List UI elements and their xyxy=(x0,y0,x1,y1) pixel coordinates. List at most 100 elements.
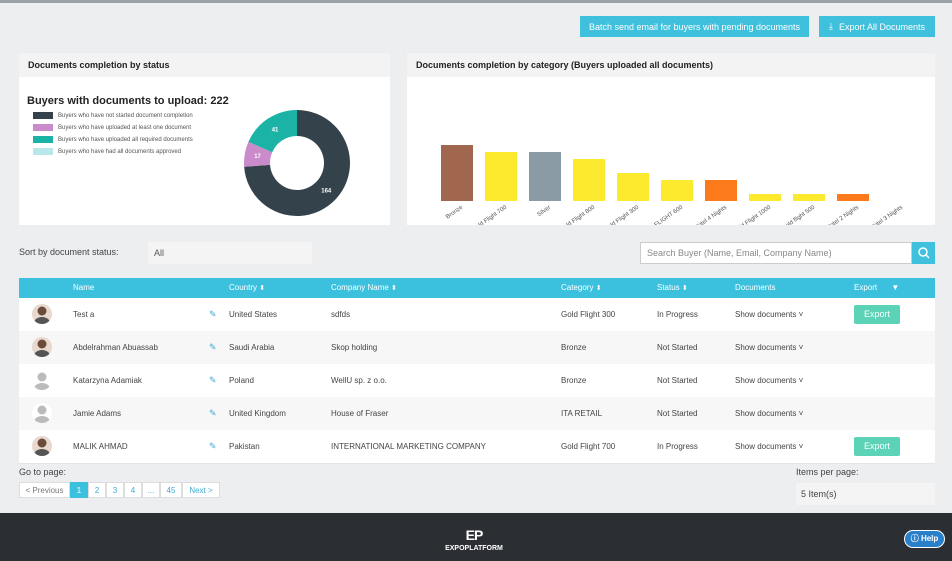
legend-swatch xyxy=(33,124,53,131)
cell-status: Not Started xyxy=(657,376,698,385)
th: Export ▼ xyxy=(854,283,900,292)
cell-category: ITA RETAIL xyxy=(561,409,603,418)
th[interactable]: Category ⬍ xyxy=(561,283,602,292)
th: Name xyxy=(73,283,95,292)
cell-country: Saudi Arabia xyxy=(229,343,275,352)
cell-name: Katarzyna Adamiak xyxy=(73,376,142,385)
documents-toggle[interactable]: Show documents ˅ xyxy=(735,376,804,385)
bar xyxy=(793,194,825,201)
category-panel: Documents completion by category (Buyers… xyxy=(407,53,935,225)
export-all-button[interactable]: ⤓ Export All Documents xyxy=(819,16,935,37)
table-row: MALIK AHMAD Pakistan INTERNATIONAL MARKETI… xyxy=(19,430,935,464)
edit-icon[interactable]: ✎ xyxy=(209,408,217,418)
page-link[interactable]: 1 xyxy=(70,482,88,498)
page-link[interactable]: 3 xyxy=(106,482,124,498)
th[interactable]: Status ⬍ xyxy=(657,283,688,292)
bar xyxy=(837,194,869,201)
documents-toggle[interactable]: Show documents ˅ xyxy=(735,409,804,418)
table-row: Test a United States sdfds Gold Flight 300 I… xyxy=(19,298,935,332)
table-row: Abdelrahman Abuassab Saudi Arabia Skop hol… xyxy=(19,331,935,365)
documents-toggle[interactable]: Show documents ˅ xyxy=(735,442,804,451)
prev-link[interactable]: < Previous xyxy=(19,482,70,498)
legend-swatch xyxy=(33,136,53,143)
th-text: Country xyxy=(229,283,258,292)
documents-toggle[interactable]: Show documents ˅ xyxy=(735,310,804,319)
help-text: Help xyxy=(920,534,939,543)
cell-country: Poland xyxy=(229,376,254,385)
th[interactable]: Country ⬍ xyxy=(229,283,266,292)
legend-item: Buyers who have uploaded all required do… xyxy=(33,136,193,144)
footer: EP EXPOPLATFORM ⓘ Help xyxy=(0,513,952,561)
page-link[interactable]: 2 xyxy=(88,482,106,498)
avatar xyxy=(32,370,52,390)
cell-status: Not Started xyxy=(657,343,698,352)
donut-slice xyxy=(244,110,350,216)
bar-label: GOLD FLIGHT 600 xyxy=(638,204,684,225)
bar xyxy=(661,180,693,201)
cell-company: Skop holding xyxy=(331,343,378,352)
export-button[interactable]: Export xyxy=(854,305,900,324)
cell-company: House of Fraser xyxy=(331,409,389,418)
avatar xyxy=(32,304,52,324)
cell-country: United Kingdom xyxy=(229,409,286,418)
slice-label: 164 xyxy=(321,188,332,194)
batch-email-button[interactable]: Batch send email for buyers with pending… xyxy=(580,16,809,37)
help-button[interactable]: ⓘ Help xyxy=(904,530,945,548)
status-select[interactable]: All xyxy=(148,242,312,264)
th-text: Status xyxy=(657,283,680,292)
bar-label: Gold Flight 700 xyxy=(471,204,508,225)
documents-toggle[interactable]: Show documents ˅ xyxy=(735,343,804,352)
panel-title: Documents completion by status xyxy=(19,53,390,77)
edit-icon[interactable]: ✎ xyxy=(209,375,217,385)
cell-status: Not Started xyxy=(657,409,698,418)
page-link[interactable]: 4 xyxy=(124,482,142,498)
items-label: Items per page: xyxy=(796,467,859,477)
legend-swatch xyxy=(33,148,53,155)
bar xyxy=(529,152,561,201)
edit-icon[interactable]: ✎ xyxy=(209,342,217,352)
donut-slice xyxy=(248,110,297,153)
avatar xyxy=(32,337,52,357)
bar-label: Silver xyxy=(536,205,552,219)
bar-label: Gold Hotel 3 Nights xyxy=(858,205,904,225)
cell-name: Jamie Adams xyxy=(73,409,122,418)
cell-company: INTERNATIONAL MARKETING COMPANY xyxy=(331,442,486,451)
page-link[interactable]: 45 xyxy=(160,482,182,498)
export-button[interactable]: Export xyxy=(854,437,900,456)
slice-label: 17 xyxy=(254,154,261,160)
cell-company: WellU sp. z o.o. xyxy=(331,376,387,385)
panel-title: Documents completion by category (Buyers… xyxy=(407,53,935,77)
legend-swatch xyxy=(33,112,53,119)
items-select[interactable]: 5 Item(s) xyxy=(796,483,935,505)
label: Export All Documents xyxy=(838,21,926,32)
th[interactable]: Company Name ⬍ xyxy=(331,283,397,292)
edit-icon[interactable]: ✎ xyxy=(209,441,217,451)
cell-category: Gold Flight 300 xyxy=(561,310,616,319)
documents-text: Show documents xyxy=(735,376,797,385)
avatar xyxy=(32,436,52,456)
avatar xyxy=(32,403,52,423)
status-panel: Documents completion by status Buyers wi… xyxy=(19,53,390,225)
legend-text: Buyers who have not started document com… xyxy=(58,113,193,120)
bar xyxy=(617,173,649,201)
filter-label: Sort by document status: xyxy=(19,247,119,257)
cell-name: Abdelrahman Abuassab xyxy=(73,343,158,352)
legend-text: Buyers who have had all documents approv… xyxy=(58,149,182,156)
search-button[interactable] xyxy=(912,242,935,264)
logo-text: EXPOPLATFORM xyxy=(445,545,503,552)
cell-status: In Progress xyxy=(657,442,698,451)
edit-icon[interactable]: ✎ xyxy=(209,309,217,319)
bar-label: Bronze xyxy=(445,204,465,220)
page-link[interactable]: ... xyxy=(142,482,160,498)
top-border xyxy=(0,0,952,3)
table-row: Katarzyna Adamiak Poland WellU sp. z o.o. B… xyxy=(19,364,935,398)
search-input[interactable]: Search Buyer (Name, Email, Company Name) xyxy=(640,242,912,264)
next-link[interactable]: Next > xyxy=(182,482,220,498)
cell-country: Pakistan xyxy=(229,442,260,451)
bar-chart: Bronze Gold Flight 700 Silver Gold Flight 8… xyxy=(441,145,904,225)
bar xyxy=(573,159,605,201)
table-row: Jamie Adams United Kingdom House of Fraser… xyxy=(19,397,935,431)
bar-label: Gold Hotel 2 Nights xyxy=(814,205,860,225)
cell-status: In Progress xyxy=(657,310,698,319)
